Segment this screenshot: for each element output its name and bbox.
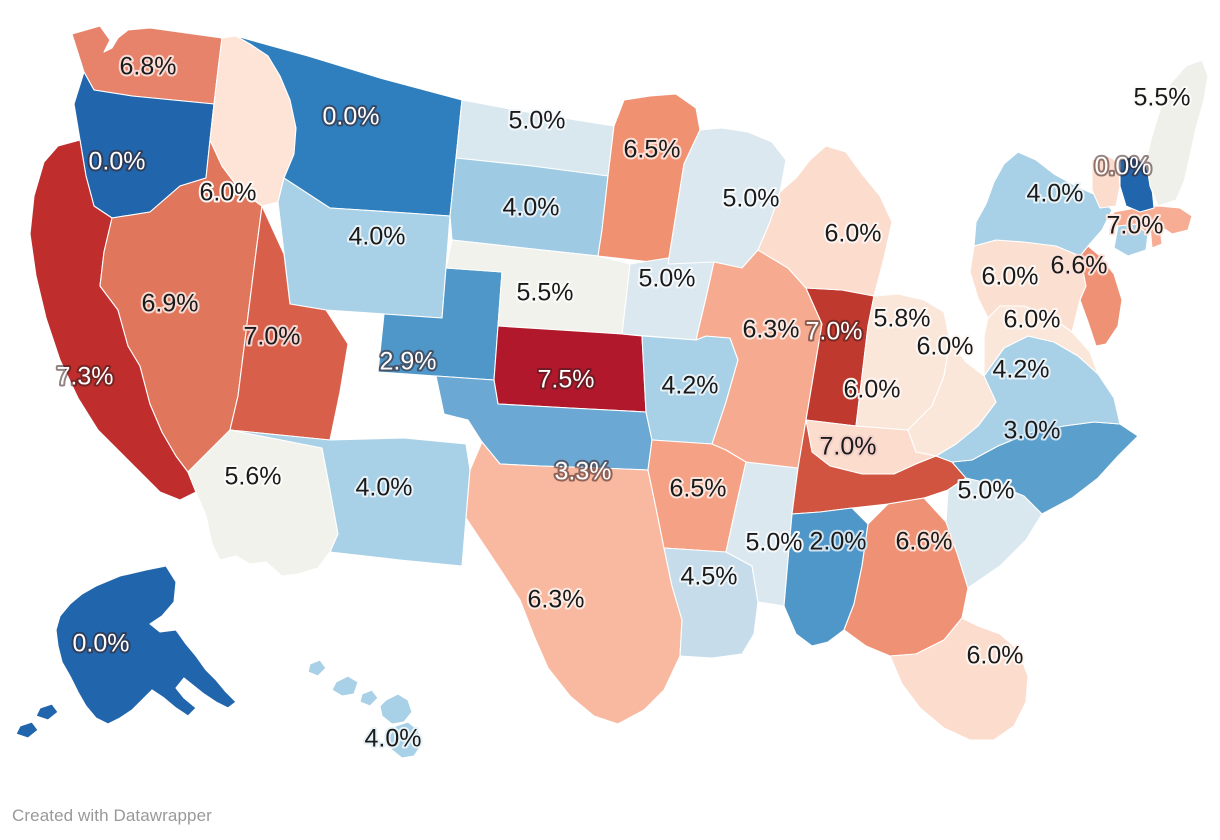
- state-vt[interactable]: [1091, 155, 1121, 209]
- state-tx[interactable]: [465, 441, 683, 725]
- state-hi[interactable]: [307, 659, 423, 759]
- state-ri[interactable]: [1149, 225, 1163, 249]
- state-mi[interactable]: [757, 145, 893, 297]
- state-nh[interactable]: [1119, 155, 1155, 213]
- state-me[interactable]: [1145, 59, 1209, 207]
- state-shapes-layer: [15, 25, 1209, 759]
- state-nm[interactable]: [229, 429, 471, 567]
- state-nj[interactable]: [1079, 245, 1123, 347]
- state-az[interactable]: [187, 429, 339, 577]
- state-ks[interactable]: [493, 325, 647, 413]
- state-ma[interactable]: [1111, 205, 1193, 235]
- state-ak[interactable]: [15, 565, 237, 739]
- state-ny[interactable]: [973, 151, 1113, 257]
- state-sd[interactable]: [449, 157, 609, 257]
- state-fl[interactable]: [889, 617, 1029, 741]
- datawrapper-credit: Created with Datawrapper: [12, 806, 212, 825]
- state-wv[interactable]: [907, 341, 997, 457]
